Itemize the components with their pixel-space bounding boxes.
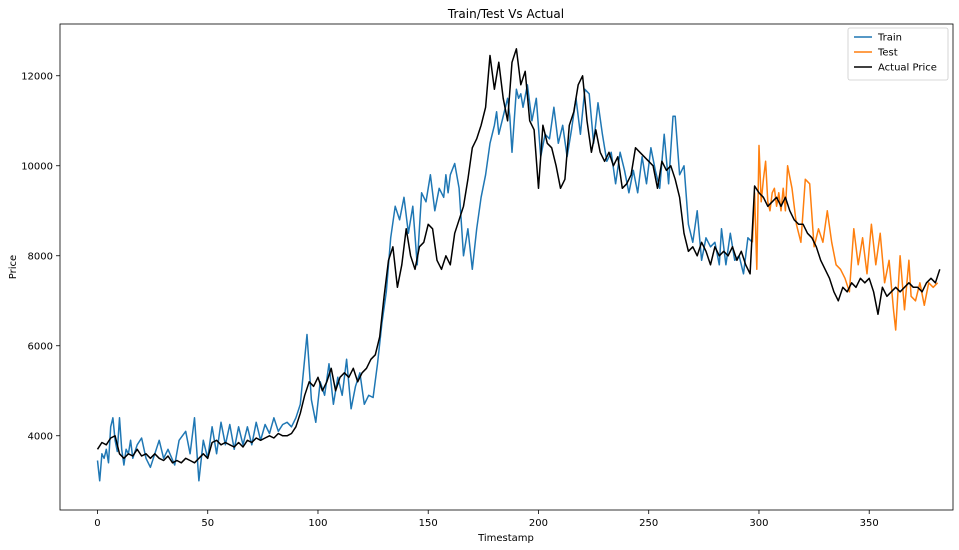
legend-label-train: Train	[877, 33, 902, 44]
y-tick-label: 6000	[28, 341, 53, 352]
series-line-test	[751, 144, 939, 331]
series-line-train	[96, 84, 753, 482]
x-axis: 0 50 100 150 200 250 300 350	[94, 510, 879, 529]
x-axis-label: Timestamp	[477, 533, 534, 544]
y-tick-label: 8000	[28, 251, 53, 262]
series-layer	[96, 48, 941, 482]
legend: Train Test Actual Price	[847, 27, 949, 81]
y-axis-label: Price	[8, 255, 19, 279]
legend-label-test: Test	[877, 48, 898, 59]
y-tick-label: 4000	[28, 431, 53, 442]
x-tick-label: 50	[201, 518, 214, 529]
y-tick-label: 12000	[21, 71, 53, 82]
legend-box	[847, 27, 949, 81]
x-tick-label: 200	[529, 518, 548, 529]
x-tick-label: 0	[94, 518, 100, 529]
legend-label-actual-price: Actual Price	[878, 63, 937, 74]
series-line-actual-price	[96, 48, 941, 464]
x-tick-label: 100	[308, 518, 327, 529]
chart-title: Train/Test Vs Actual	[447, 7, 564, 21]
plot-frame	[59, 23, 954, 511]
y-axis: 4000 6000 8000 10000 12000	[21, 71, 60, 442]
y-tick-label: 10000	[21, 161, 53, 172]
x-tick-label: 250	[639, 518, 658, 529]
x-tick-label: 350	[860, 518, 879, 529]
x-tick-label: 150	[419, 518, 438, 529]
x-tick-label: 300	[749, 518, 768, 529]
